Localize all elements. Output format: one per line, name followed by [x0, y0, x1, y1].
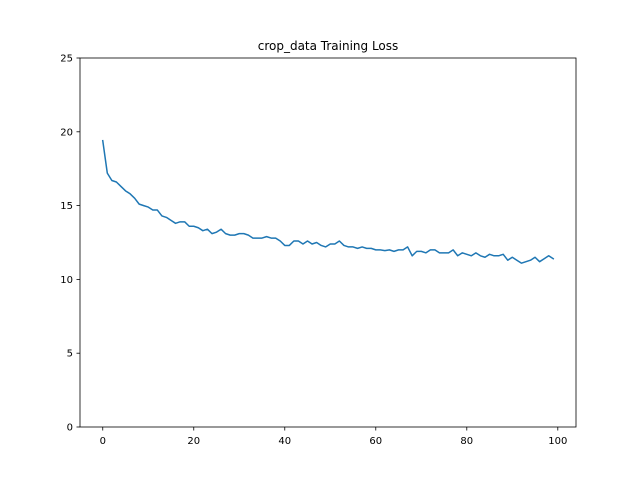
x-tick-label: 40 [278, 436, 291, 447]
series-line-0 [101, 139, 555, 264]
x-tick-label: 20 [187, 436, 200, 447]
x-tick-label: 60 [369, 436, 382, 447]
plot-frame [79, 57, 577, 428]
plot-area [101, 139, 555, 264]
chart-title: crop_data Training Loss [258, 39, 399, 53]
y-tick-label: 10 [60, 275, 73, 286]
x-tick-label: 0 [100, 436, 106, 447]
x-tick-label: 80 [460, 436, 473, 447]
y-tick-label: 0 [67, 423, 73, 434]
axes: 0 20 40 60 80 100 0 5 10 15 20 25 [60, 54, 577, 447]
y-tick-label: 5 [67, 349, 73, 360]
x-tick-label: 100 [548, 436, 567, 447]
y-tick-label: 25 [60, 54, 73, 65]
y-tick-label: 15 [60, 201, 73, 212]
y-tick-label: 20 [60, 127, 73, 138]
